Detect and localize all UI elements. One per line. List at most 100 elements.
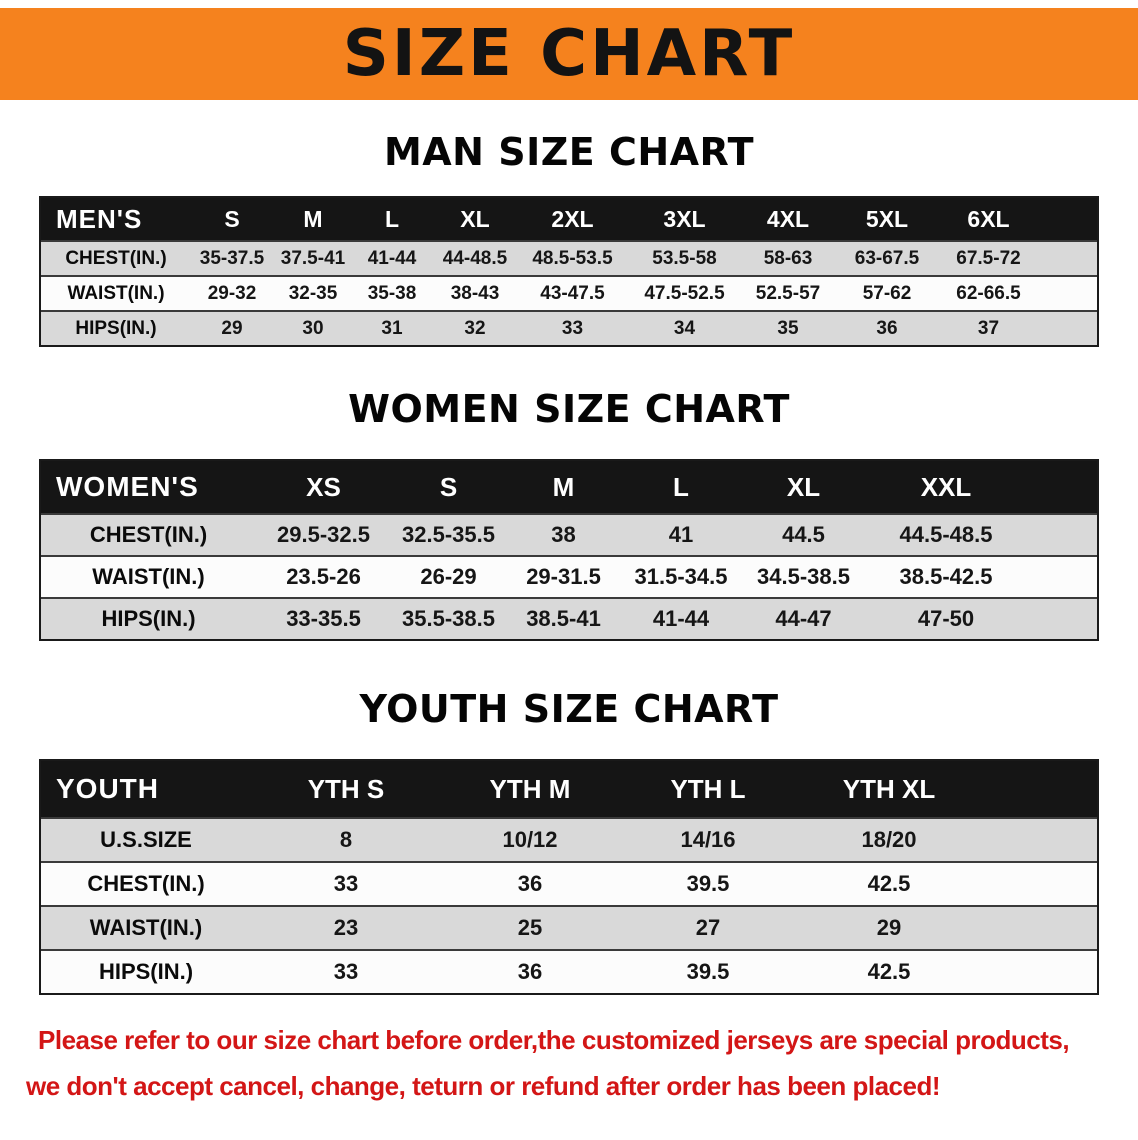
- size-header-cell: M: [552, 471, 575, 502]
- measurement-value-cell: 41: [668, 522, 694, 547]
- measurement-label-cell: CHEST(IN.): [89, 522, 208, 547]
- measurement-value-cell: 36: [517, 871, 543, 896]
- size-header-cell: XXL: [920, 471, 972, 502]
- man-size-chart-section: MAN SIZE CHART MEN'S S M L XL 2XL 3XL 4XL 5XL 6XL…: [0, 130, 1138, 347]
- measurement-value-cell: 38-43: [450, 282, 500, 304]
- measurement-row: HIPS(IN.) 29 30 31 32 33 34 35 36 37: [41, 310, 1097, 345]
- size-header-cell: XL: [786, 471, 821, 502]
- measurement-label-cell: HIPS(IN.): [101, 606, 196, 631]
- measurement-value-cell: 37.5-41: [280, 247, 346, 269]
- women-size-chart-heading: WOMEN SIZE CHART: [348, 387, 790, 431]
- size-header-cell: XL: [460, 205, 490, 232]
- measurement-label-cell: CHEST(IN.): [65, 247, 167, 269]
- measurement-value-cell: 31: [381, 317, 403, 339]
- size-header-cell: YTH L: [670, 773, 746, 804]
- measurement-value-cell: 29: [876, 915, 902, 940]
- measurement-value-cell: 32: [464, 317, 486, 339]
- measurement-value-cell: 47.5-52.5: [644, 282, 725, 304]
- size-chart-banner: SIZE CHART: [0, 8, 1138, 100]
- size-header-cell: M: [303, 205, 323, 232]
- measurement-value-cell: 38.5-41: [526, 606, 601, 631]
- measurement-value-cell: 44-47: [775, 606, 832, 631]
- size-charts: MAN SIZE CHART MEN'S S M L XL 2XL 3XL 4XL 5XL 6XL…: [0, 130, 1138, 995]
- size-header-cell: XS: [306, 471, 341, 502]
- measurement-label-cell: WAIST(IN.): [67, 282, 165, 304]
- measurement-value-cell: 36: [876, 317, 898, 339]
- measurement-value-cell: 36: [517, 959, 543, 984]
- measurement-value-cell: 33: [333, 959, 359, 984]
- measurement-value-cell: 44.5-48.5: [899, 522, 993, 547]
- measurement-value-cell: 27: [695, 915, 721, 940]
- measurement-value-cell: 33: [333, 871, 359, 896]
- measurement-value-cell: 53.5-58: [652, 247, 717, 269]
- table-header-row: MEN'S S M L XL 2XL 3XL 4XL 5XL 6XL: [41, 198, 1097, 240]
- disclaimer: Please refer to our size chart before or…: [0, 1017, 1138, 1109]
- size-header-cell: L: [673, 471, 689, 502]
- measurement-value-cell: 35-38: [367, 282, 417, 304]
- table-header-row: YOUTH YTH S YTH M YTH L YTH XL: [41, 761, 1097, 817]
- measurement-value-cell: 37: [977, 317, 1000, 339]
- disclaimer-line-2: we don't accept cancel, change, teturn o…: [26, 1071, 941, 1101]
- measurement-value-cell: 67.5-72: [956, 247, 1021, 269]
- men-size-table: MEN'S S M L XL 2XL 3XL 4XL 5XL 6XL CHEST(IN.) 35-37…: [39, 196, 1099, 347]
- measurement-label-cell: HIPS(IN.): [98, 959, 194, 984]
- measurement-value-cell: 29-31.5: [526, 564, 601, 589]
- measurement-row: HIPS(IN.) 33 36 39.5 42.5: [41, 949, 1097, 993]
- measurement-value-cell: 41-44: [367, 247, 417, 269]
- measurement-value-cell: 32-35: [288, 282, 338, 304]
- measurement-row: U.S.SIZE 8 10/12 14/16 18/20: [41, 817, 1097, 861]
- size-header-cell: 6XL: [967, 205, 1010, 232]
- measurement-row: WAIST(IN.) 29-32 32-35 35-38 38-43 43-47.5 47.…: [41, 275, 1097, 310]
- measurement-row: WAIST(IN.) 23.5-26 26-29 29-31.5 31.5-34.5 34…: [41, 555, 1097, 597]
- measurement-row: HIPS(IN.) 33-35.5 35.5-38.5 38.5-41 41-44 44-…: [41, 597, 1097, 639]
- size-header-cell: 5XL: [865, 205, 909, 232]
- measurement-value-cell: 14/16: [680, 827, 736, 852]
- table-title-cell: WOMEN'S: [56, 471, 199, 502]
- measurement-label-cell: CHEST(IN.): [87, 871, 205, 896]
- table-header-row: WOMEN'S XS S M L XL XXL: [41, 461, 1097, 513]
- measurement-value-cell: 29.5-32.5: [277, 522, 370, 547]
- disclaimer-line-1: Please refer to our size chart before or…: [38, 1025, 1070, 1055]
- measurement-value-cell: 35-37.5: [199, 247, 265, 269]
- measurement-value-cell: 30: [302, 317, 324, 339]
- measurement-value-cell: 23: [333, 915, 359, 940]
- measurement-label-cell: HIPS(IN.): [75, 317, 157, 339]
- measurement-value-cell: 48.5-53.5: [532, 247, 613, 269]
- size-header-cell: L: [384, 205, 400, 232]
- measurement-row: CHEST(IN.) 33 36 39.5 42.5: [41, 861, 1097, 905]
- measurement-value-cell: 38: [551, 522, 576, 547]
- measurement-value-cell: 34: [673, 317, 696, 339]
- table-title-cell: MEN'S: [56, 203, 143, 234]
- size-header-cell: 3XL: [663, 205, 706, 232]
- measurement-label-cell: U.S.SIZE: [100, 827, 192, 852]
- measurement-row: WAIST(IN.) 23 25 27 29: [41, 905, 1097, 949]
- measurement-value-cell: 62-66.5: [956, 282, 1021, 304]
- measurement-row: CHEST(IN.) 35-37.5 37.5-41 41-44 44-48.5 48.5…: [41, 240, 1097, 275]
- measurement-value-cell: 29: [221, 317, 243, 339]
- size-header-cell: 4XL: [766, 205, 810, 232]
- measurement-value-cell: 18/20: [861, 827, 917, 852]
- measurement-value-cell: 34.5-38.5: [757, 564, 850, 589]
- measurement-value-cell: 58-63: [763, 247, 813, 269]
- measurement-label-cell: WAIST(IN.): [89, 915, 203, 940]
- measurement-value-cell: 42.5: [867, 871, 911, 896]
- youth-size-table: YOUTH YTH S YTH M YTH L YTH XL U.S.SIZE 8 10/12…: [39, 759, 1099, 995]
- measurement-value-cell: 26-29: [420, 564, 477, 589]
- measurement-value-cell: 44.5: [782, 522, 825, 547]
- size-header-cell: YTH S: [307, 773, 385, 804]
- measurement-label-cell: WAIST(IN.): [92, 564, 205, 589]
- banner-title: SIZE CHART: [342, 17, 796, 91]
- measurement-value-cell: 42.5: [867, 959, 911, 984]
- size-header-cell: S: [439, 471, 458, 502]
- measurement-value-cell: 44-48.5: [442, 247, 508, 269]
- measurement-value-cell: 33: [561, 317, 584, 339]
- table-title-cell: YOUTH: [56, 773, 159, 804]
- measurement-value-cell: 47-50: [917, 606, 975, 631]
- measurement-value-cell: 52.5-57: [755, 282, 821, 304]
- measurement-value-cell: 25: [517, 915, 543, 940]
- size-header-cell: 2XL: [551, 205, 594, 232]
- measurement-row: CHEST(IN.) 29.5-32.5 32.5-35.5 38 41 44.5 44.5…: [41, 513, 1097, 555]
- measurement-value-cell: 31.5-34.5: [634, 564, 728, 589]
- measurement-value-cell: 39.5: [686, 959, 730, 984]
- measurement-value-cell: 39.5: [686, 871, 730, 896]
